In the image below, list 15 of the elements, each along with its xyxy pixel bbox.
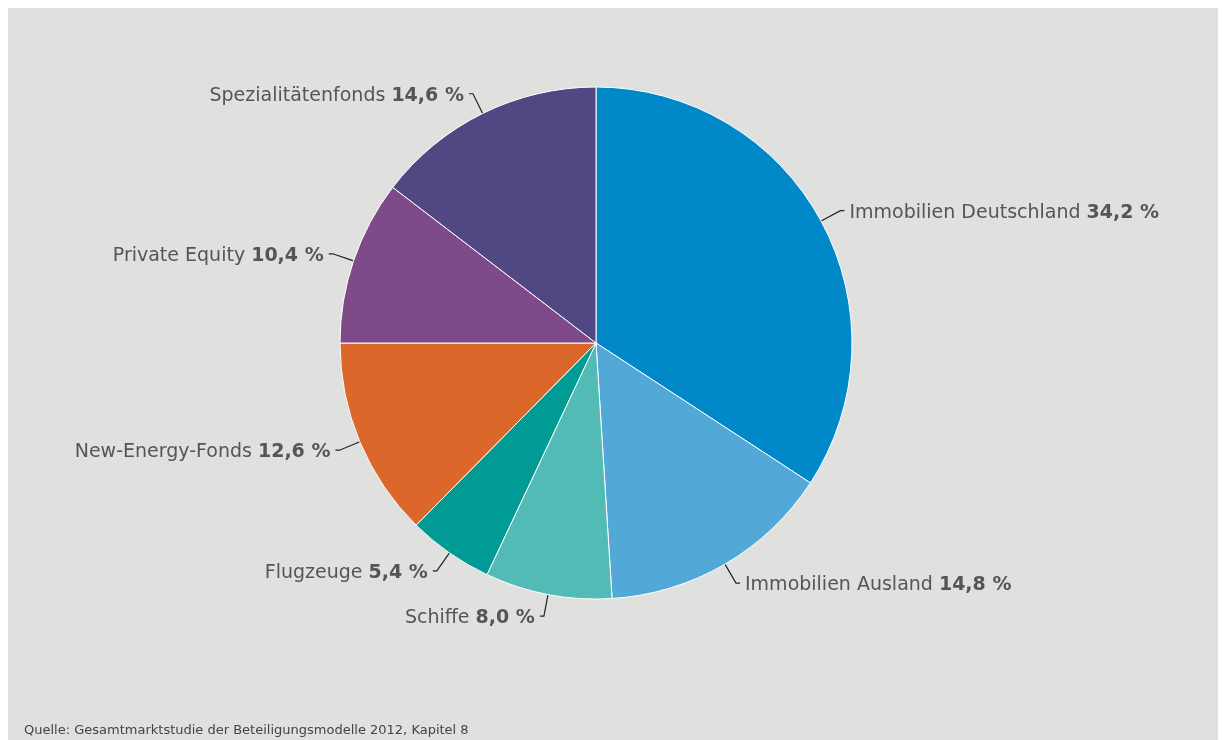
slice-label: Spezialitätenfonds bbox=[209, 82, 386, 105]
data-label: 10,4 % bbox=[251, 242, 324, 265]
slice-label: Schiffe bbox=[404, 605, 470, 628]
slice-label: Private Equity bbox=[112, 242, 246, 265]
source-note: Quelle: Gesamtmarktstudie der Beteiligungsmodelle 2012, Kapitel 8 bbox=[24, 722, 469, 737]
slice-label: Immobilien Ausland bbox=[745, 572, 933, 595]
data-label: 5,4 % bbox=[368, 559, 428, 582]
data-label: 14,6 % bbox=[391, 82, 464, 105]
data-label: 34,2 % bbox=[1086, 199, 1160, 222]
data-label: 8,0 % bbox=[475, 605, 535, 628]
data-label: 14,8 % bbox=[938, 572, 1012, 595]
slice-label: Flugzeuge bbox=[264, 559, 363, 582]
slice-label: Immobilien Deutschland bbox=[849, 199, 1081, 222]
slice-label: New-Energy-Fonds bbox=[74, 439, 252, 462]
data-label: 12,6 % bbox=[257, 439, 331, 462]
